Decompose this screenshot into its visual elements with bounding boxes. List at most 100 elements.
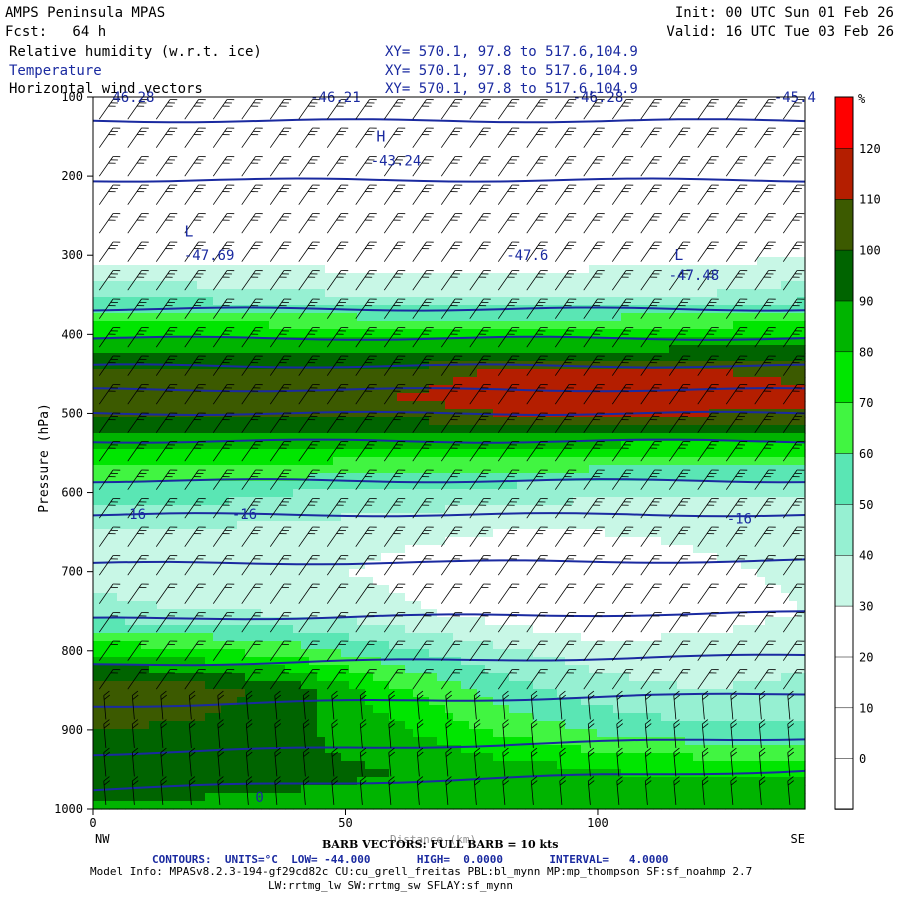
rh-cell (797, 329, 806, 338)
rh-cell (133, 353, 142, 362)
rh-cell (277, 537, 286, 546)
rh-cell (557, 281, 566, 290)
rh-cell (277, 345, 286, 354)
rh-cell (773, 241, 782, 250)
rh-cell (381, 393, 390, 402)
rh-cell (533, 161, 542, 170)
rh-cell (581, 321, 590, 330)
rh-cell (285, 241, 294, 250)
rh-cell (565, 425, 574, 434)
rh-cell (293, 209, 302, 218)
rh-cell (437, 321, 446, 330)
rh-cell (213, 281, 222, 290)
rh-cell (701, 457, 710, 466)
rh-cell (605, 297, 614, 306)
rh-cell (637, 305, 646, 314)
rh-cell (389, 313, 398, 322)
rh-cell (773, 425, 782, 434)
rh-cell (517, 121, 526, 130)
rh-cell (773, 281, 782, 290)
rh-cell (781, 513, 790, 522)
rh-cell (453, 193, 462, 202)
rh-cell (341, 521, 350, 530)
rh-cell (509, 249, 518, 258)
rh-cell (357, 353, 366, 362)
rh-cell (605, 449, 614, 458)
rh-cell (357, 313, 366, 322)
rh-cell (741, 201, 750, 210)
rh-cell (541, 137, 550, 146)
rh-cell (213, 425, 222, 434)
rh-cell (645, 345, 654, 354)
rh-cell (93, 193, 102, 202)
rh-cell (389, 121, 398, 130)
rh-cell (461, 105, 470, 114)
rh-cell (373, 465, 382, 474)
rh-cell (461, 433, 470, 442)
rh-cell (197, 185, 206, 194)
rh-cell (621, 169, 630, 178)
rh-cell (253, 473, 262, 482)
rh-cell (109, 433, 118, 442)
rh-cell (565, 393, 574, 402)
rh-cell (549, 217, 558, 226)
rh-cell (789, 249, 798, 258)
rh-cell (381, 193, 390, 202)
rh-cell (333, 337, 342, 346)
rh-cell (581, 265, 590, 274)
rh-cell (173, 137, 182, 146)
rh-cell (389, 465, 398, 474)
rh-cell (133, 169, 142, 178)
rh-cell (549, 537, 558, 546)
rh-cell (757, 121, 766, 130)
rh-cell (565, 297, 574, 306)
rh-cell (213, 505, 222, 514)
rh-cell (749, 497, 758, 506)
rh-cell (549, 313, 558, 322)
rh-cell (525, 497, 534, 506)
rh-cell (517, 481, 526, 490)
rh-cell (93, 441, 102, 450)
rh-cell (677, 225, 686, 234)
rh-cell (541, 537, 550, 546)
rh-cell (501, 441, 510, 450)
rh-cell (101, 545, 110, 554)
rh-cell (253, 425, 262, 434)
rh-cell (525, 505, 534, 514)
rh-cell (541, 193, 550, 202)
rh-cell (189, 449, 198, 458)
rh-cell (293, 513, 302, 522)
rh-cell (141, 521, 150, 530)
rh-cell (93, 105, 102, 114)
rh-cell (517, 505, 526, 514)
rh-cell (197, 225, 206, 234)
rh-cell (437, 217, 446, 226)
rh-cell (765, 305, 774, 314)
rh-cell (357, 153, 366, 162)
rh-cell (301, 337, 310, 346)
rh-cell (661, 353, 670, 362)
rh-cell (525, 217, 534, 226)
rh-cell (125, 297, 134, 306)
rh-cell (109, 249, 118, 258)
rh-cell (205, 145, 214, 154)
rh-cell (437, 353, 446, 362)
rh-cell (757, 297, 766, 306)
rh-cell (485, 113, 494, 122)
rh-cell (693, 105, 702, 114)
rh-cell (637, 489, 646, 498)
rh-cell (685, 257, 694, 266)
rh-cell (269, 489, 278, 498)
rh-cell (717, 489, 726, 498)
rh-cell (653, 345, 662, 354)
rh-cell (597, 473, 606, 482)
rh-cell (277, 121, 286, 130)
rh-cell (693, 433, 702, 442)
rh-cell (605, 241, 614, 250)
rh-cell (453, 353, 462, 362)
rh-cell (557, 169, 566, 178)
rh-cell (149, 297, 158, 306)
rh-cell (461, 449, 470, 458)
rh-cell (725, 425, 734, 434)
rh-cell (93, 393, 102, 402)
